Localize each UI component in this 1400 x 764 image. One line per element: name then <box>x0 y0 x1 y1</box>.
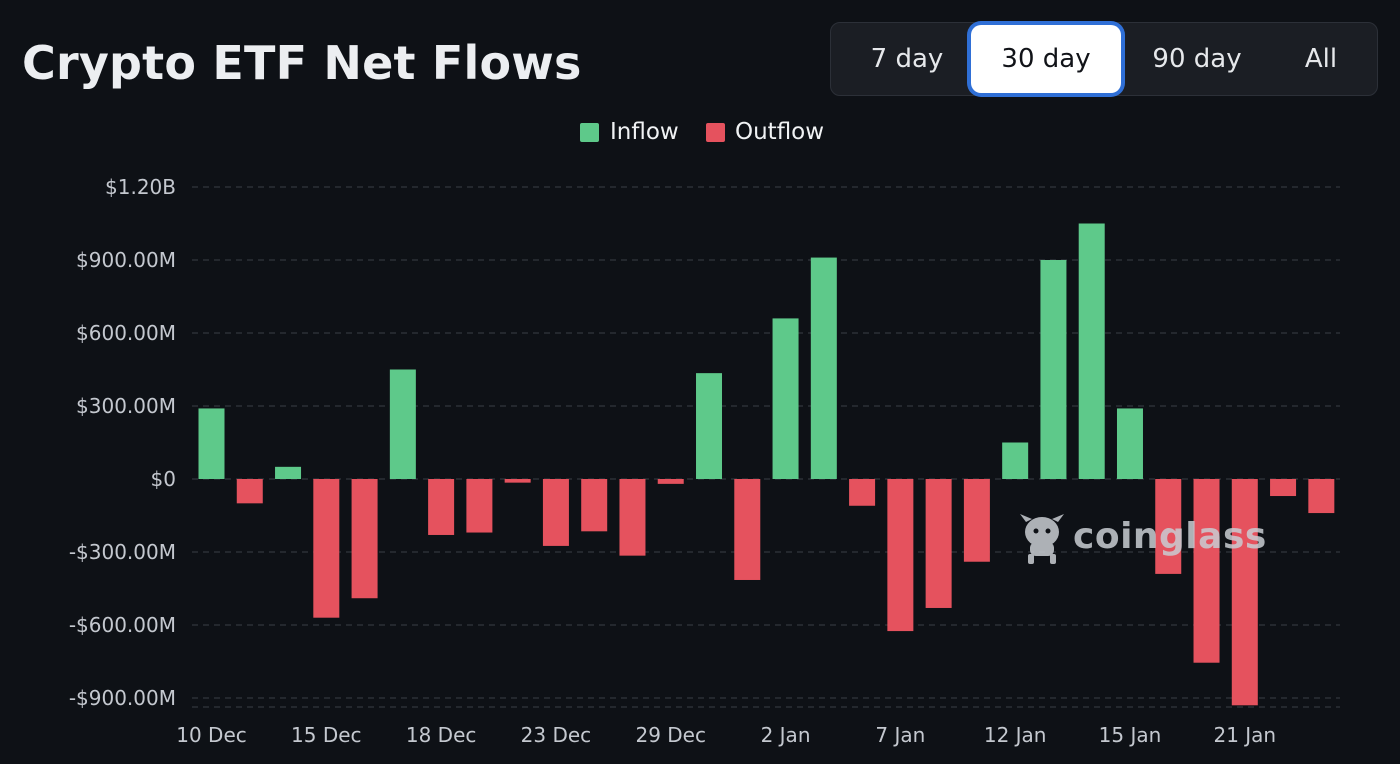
range-30-day-button[interactable]: 30 day <box>971 25 1121 93</box>
inflow-bar[interactable] <box>198 408 225 479</box>
outflow-swatch-icon <box>706 123 725 142</box>
x-tick-label: 7 Jan <box>875 723 925 747</box>
watermark-text: coinglass <box>1073 516 1267 557</box>
legend-outflow-label: Outflow <box>735 119 825 145</box>
inflow-bar[interactable] <box>1002 442 1029 480</box>
coinglass-mascot-icon <box>1020 514 1064 564</box>
x-tick-label: 23 Dec <box>521 723 592 747</box>
outflow-bar[interactable] <box>466 479 493 533</box>
outflow-bar[interactable] <box>619 479 646 556</box>
range-90-day-button[interactable]: 90 day <box>1152 44 1242 74</box>
outflow-bar[interactable] <box>428 479 455 535</box>
outflow-bar[interactable] <box>542 479 569 546</box>
outflow-bar[interactable] <box>887 479 914 632</box>
y-tick-label: $1.20B <box>105 175 176 199</box>
chart-legend: Inflow Outflow <box>0 118 1400 146</box>
time-range-selector: 7 day 30 day 90 day All <box>830 22 1378 96</box>
y-tick-label: -$900.00M <box>69 686 176 710</box>
outflow-bar[interactable] <box>734 479 761 580</box>
x-tick-label: 29 Dec <box>635 723 706 747</box>
inflow-bar[interactable] <box>1040 260 1067 479</box>
y-tick-label: $900.00M <box>76 248 176 272</box>
outflow-bar[interactable] <box>351 479 378 599</box>
range-7-day-button[interactable]: 7 day <box>870 44 944 74</box>
x-tick-label: 21 Jan <box>1213 723 1276 747</box>
inflow-bar[interactable] <box>1116 408 1143 479</box>
y-tick-label: $0 <box>151 467 176 491</box>
legend-inflow[interactable]: Inflow <box>580 118 690 146</box>
inflow-bar[interactable] <box>772 318 799 479</box>
x-tick-label: 15 Jan <box>1099 723 1162 747</box>
outflow-bar[interactable] <box>849 479 876 506</box>
inflow-swatch-icon <box>580 123 599 142</box>
coinglass-watermark: coinglass <box>1018 510 1266 566</box>
x-tick-label: 18 Dec <box>406 723 477 747</box>
outflow-bar[interactable] <box>1193 479 1220 663</box>
x-tick-label: 15 Dec <box>291 723 362 747</box>
inflow-bar[interactable] <box>810 257 837 479</box>
outflow-bar[interactable] <box>657 479 684 484</box>
range-all-button[interactable]: All <box>1304 44 1338 74</box>
inflow-bar[interactable] <box>1078 223 1105 480</box>
outflow-bar[interactable] <box>963 479 990 562</box>
legend-outflow[interactable]: Outflow <box>706 118 836 146</box>
y-tick-label: $600.00M <box>76 321 176 345</box>
outflow-bar[interactable] <box>1231 479 1258 706</box>
outflow-bar[interactable] <box>925 479 952 608</box>
y-tick-label: -$600.00M <box>69 613 176 637</box>
legend-inflow-label: Inflow <box>610 119 679 145</box>
inflow-bar[interactable] <box>389 369 416 480</box>
outflow-bar[interactable] <box>581 479 608 532</box>
outflow-bar[interactable] <box>1308 479 1335 514</box>
y-tick-label: -$300.00M <box>69 540 176 564</box>
x-tick-label: 2 Jan <box>761 723 811 747</box>
page-title: Crypto ETF Net Flows <box>22 36 582 90</box>
outflow-bar[interactable] <box>504 479 531 483</box>
inflow-bar[interactable] <box>275 466 302 479</box>
inflow-bar[interactable] <box>696 373 723 479</box>
outflow-bar[interactable] <box>236 479 263 504</box>
x-tick-label: 10 Dec <box>176 723 247 747</box>
outflow-bar[interactable] <box>1270 479 1297 497</box>
outflow-bar[interactable] <box>1155 479 1182 574</box>
x-tick-label: 12 Jan <box>984 723 1047 747</box>
outflow-bar[interactable] <box>313 479 340 618</box>
y-tick-label: $300.00M <box>76 394 176 418</box>
